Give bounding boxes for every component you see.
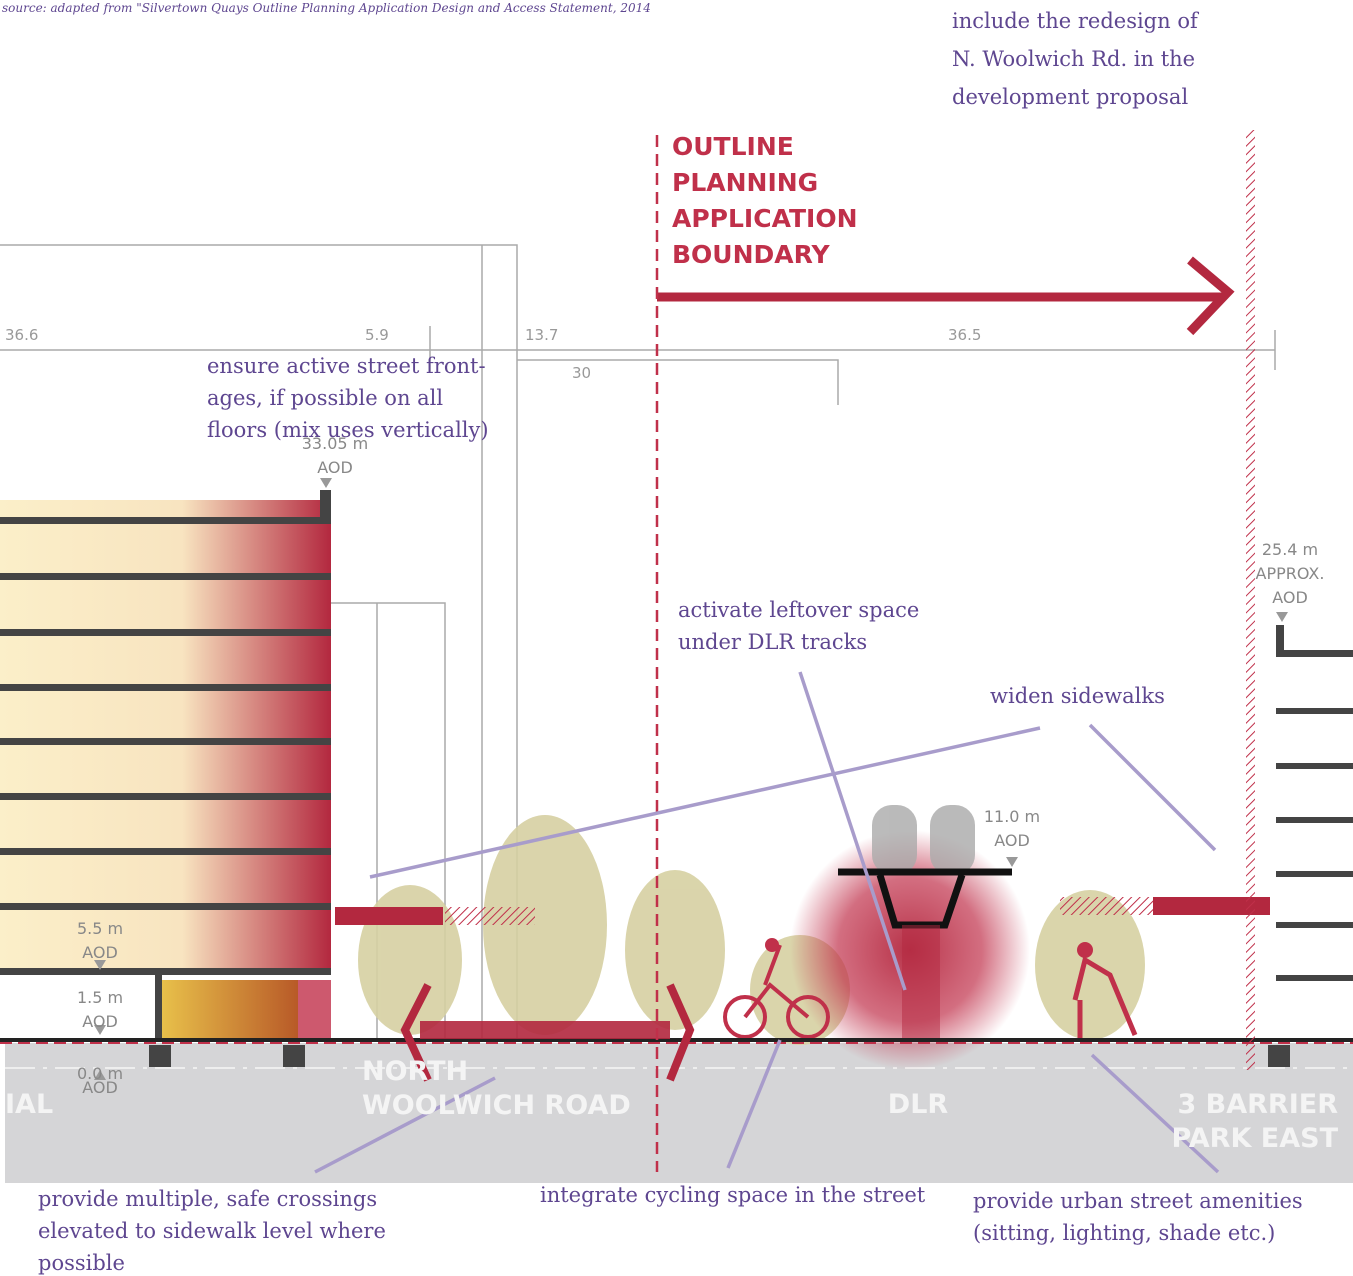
annotation: provide multiple, safe crossings elevated… xyxy=(38,1187,386,1275)
dimension: 36.6 xyxy=(5,326,38,344)
road-label-line: DLR xyxy=(888,1089,949,1120)
road-label: NORTH WOOLWICH ROAD xyxy=(362,1056,631,1121)
annotation: ensure active street front-ages, if poss… xyxy=(207,354,489,442)
elevation-line: 0.0 m xyxy=(77,1064,123,1083)
elevation: 33.05 m AOD xyxy=(302,434,368,477)
elevation-line: 33.05 m xyxy=(302,434,368,453)
annotation-line: activate leftover space xyxy=(678,598,919,622)
boundary-label-line: APPLICATION xyxy=(672,204,858,233)
annotation-line: provide multiple, safe crossings xyxy=(38,1187,377,1211)
dimension: 30 xyxy=(572,364,591,382)
road-label-line: WOOLWICH ROAD xyxy=(362,1090,631,1121)
elevation-line: AOD xyxy=(82,1012,118,1031)
elevation-line: 5.5 m xyxy=(77,919,123,938)
boundary-label-line: PLANNING xyxy=(672,168,818,197)
boundary-label: OUTLINE PLANNING APPLICATION BOUNDARY xyxy=(672,132,858,269)
dimension: 36.5 xyxy=(948,326,981,344)
elevation-line: 1.5 m xyxy=(77,988,123,1007)
elevation: 5.5 m AOD xyxy=(77,919,123,962)
boundary-label-line: BOUNDARY xyxy=(672,240,831,269)
annotation-line: possible xyxy=(38,1251,125,1275)
annotation-line: widen sidewalks xyxy=(990,684,1165,708)
elevation-line: AOD xyxy=(82,943,118,962)
annotation: widen sidewalks xyxy=(990,684,1165,708)
annotation: include the redesign of N. Woolwich Rd. i… xyxy=(952,9,1200,109)
source-note: source: adapted from "Silvertown Quays O… xyxy=(2,1,651,15)
annotation-line: include the redesign of xyxy=(952,9,1200,33)
annotation-line: development proposal xyxy=(952,85,1188,109)
elevation-line: 11.0 m xyxy=(984,807,1040,826)
annotation-line: ensure active street front- xyxy=(207,354,486,378)
elevation-line: AOD xyxy=(994,831,1030,850)
road-label: DLR xyxy=(888,1089,949,1120)
annotation-line: (sitting, lighting, shade etc.) xyxy=(973,1221,1275,1245)
elevation: 25.4 m APPROX. AOD xyxy=(1256,540,1325,607)
annotation-line: provide urban street amenities xyxy=(973,1189,1303,1213)
annotation-line: under DLR tracks xyxy=(678,630,867,654)
annotation: activate leftover space under DLR tracks xyxy=(678,598,919,654)
elevation-line: AOD xyxy=(1272,588,1308,607)
annotation-line: integrate cycling space in the street xyxy=(540,1183,926,1207)
elevation-line: AOD xyxy=(82,1078,118,1097)
elevation-line: 25.4 m xyxy=(1262,540,1318,559)
annotation-line: N. Woolwich Rd. in the xyxy=(952,47,1195,71)
elevation-line: AOD xyxy=(317,458,353,477)
annotation-line: ages, if possible on all xyxy=(207,386,443,410)
road-label-line: 3 BARRIER xyxy=(1177,1089,1338,1120)
elevation: 0.0 m AOD xyxy=(77,1064,123,1097)
road-label-line: PARK EAST xyxy=(1171,1123,1338,1154)
road-label-line: NORTH xyxy=(362,1056,468,1087)
annotation: integrate cycling space in the street xyxy=(540,1183,926,1207)
labels: OUTLINE PLANNING APPLICATION BOUNDARY 36.6 5.… xyxy=(5,9,1339,1275)
annotation-line: floors (mix uses vertically) xyxy=(207,418,489,442)
elevation-line: APPROX. xyxy=(1256,564,1325,583)
annotation-line: elevated to sidewalk level where xyxy=(38,1219,386,1243)
dimension: 5.9 xyxy=(365,326,389,344)
boundary-label-line: OUTLINE xyxy=(672,132,794,161)
road-label: 3 BARRIER PARK EAST xyxy=(1171,1089,1338,1154)
background-drawing xyxy=(0,130,1353,1183)
road-label: IAL xyxy=(5,1089,53,1120)
road-label-line: IAL xyxy=(5,1089,53,1120)
elevation: 11.0 m AOD xyxy=(984,807,1040,850)
annotation: provide urban street amenities (sitting, … xyxy=(973,1189,1303,1245)
dimension: 13.7 xyxy=(525,326,558,344)
elevation: 1.5 m AOD xyxy=(77,988,123,1031)
